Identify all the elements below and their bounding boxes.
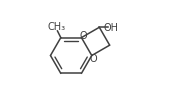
Text: CH₃: CH₃ xyxy=(47,22,65,32)
Text: O: O xyxy=(90,53,98,63)
Text: O: O xyxy=(80,31,87,41)
Text: OH: OH xyxy=(104,23,119,33)
